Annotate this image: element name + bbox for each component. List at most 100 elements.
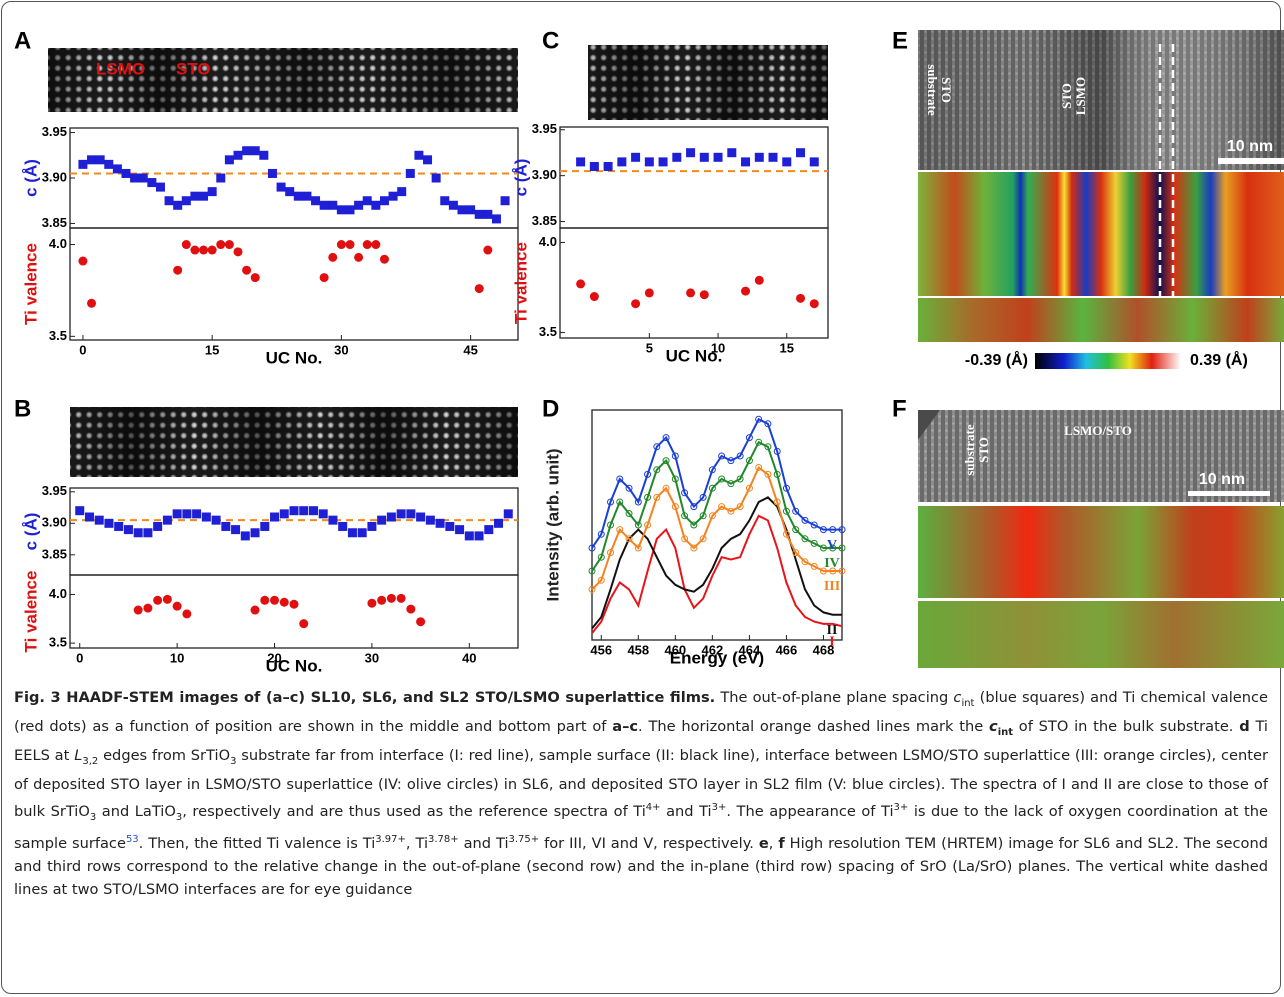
data-point (457, 205, 467, 215)
data-point (347, 528, 357, 538)
panel-label: A (14, 27, 31, 54)
data-point (483, 209, 493, 219)
spectrum-marker (736, 475, 744, 483)
data-point (164, 196, 174, 206)
data-point (75, 506, 85, 516)
data-point (474, 209, 484, 219)
image-label: STO (976, 437, 991, 463)
spectrum-marker (736, 452, 744, 460)
hrtem-image (918, 410, 1284, 502)
data-point (318, 509, 328, 519)
spectrum-marker (708, 466, 716, 474)
y-tick-label: 4.0 (49, 236, 67, 251)
y-tick-label: 3.90 (532, 167, 557, 182)
data-point (172, 601, 182, 611)
panel-label: E (892, 27, 908, 54)
data-point (270, 512, 280, 522)
data-point (644, 288, 654, 298)
y-tick-label: 3.90 (42, 515, 67, 530)
data-point (190, 191, 200, 201)
y-axis-title: c (Å) (511, 159, 530, 197)
data-point (500, 196, 510, 206)
data-point (617, 157, 627, 167)
strain-map (918, 506, 1284, 598)
data-point (431, 173, 441, 183)
panel-label: B (14, 395, 31, 422)
data-point (216, 173, 226, 183)
data-point (279, 509, 289, 519)
data-point (231, 525, 241, 535)
caption-text: and Ti (660, 802, 712, 820)
data-point (809, 299, 819, 309)
spectrum-marker (708, 512, 716, 520)
spectrum-marker (644, 470, 652, 478)
x-tick-label: 5 (646, 340, 653, 355)
spectrum-marker (644, 493, 652, 501)
spectrum-marker (644, 521, 652, 529)
data-point (87, 298, 97, 308)
data-point (201, 512, 211, 522)
data-point (233, 150, 243, 160)
data-point (233, 247, 243, 257)
data-point (474, 531, 484, 541)
y-tick-label: 3.90 (42, 169, 67, 184)
data-point (484, 525, 494, 535)
data-point (386, 512, 396, 522)
data-point (503, 509, 513, 519)
spectrum-line (591, 496, 842, 630)
data-point (416, 512, 426, 522)
x-tick-label: 460 (664, 642, 686, 657)
data-point (397, 187, 407, 197)
y-axis-title: Ti valence (21, 243, 40, 325)
panel-label: C (542, 27, 559, 54)
caption-text[interactable]: 53 (125, 834, 139, 846)
strain-map (918, 172, 1284, 296)
spectrum-marker (634, 521, 642, 529)
data-point (112, 164, 122, 174)
data-point (474, 284, 484, 294)
x-axis-title: UC No. (666, 346, 723, 365)
caption-text: int (997, 726, 1014, 738)
spectrum-marker (829, 567, 837, 575)
data-point (388, 191, 398, 201)
data-point (153, 595, 163, 605)
x-tick-label: 458 (627, 642, 649, 657)
data-point (138, 173, 148, 183)
y-axis-title: c (Å) (21, 513, 40, 551)
y-tick-label: 3.5 (49, 328, 67, 343)
caption-text: , respectively and are thus used as the … (182, 802, 646, 820)
data-point (302, 191, 312, 201)
spectrum-line (591, 417, 842, 549)
data-point (367, 598, 377, 608)
image-label: STO (176, 59, 211, 78)
x-tick-label: 10 (711, 340, 725, 355)
data-point (377, 595, 387, 605)
x-tick-label: 10 (170, 650, 184, 665)
spectrum-marker (773, 470, 781, 478)
y-tick-label: 4.0 (539, 234, 557, 249)
x-tick-label: 15 (780, 340, 794, 355)
data-point (713, 152, 723, 162)
colorbar-label: -0.39 (Å) (965, 350, 1028, 369)
spectrum-marker (607, 521, 615, 529)
spectrum-marker (588, 567, 596, 575)
x-tick-label: 40 (462, 650, 476, 665)
data-point (293, 191, 303, 201)
data-point (224, 240, 234, 250)
data-point (440, 196, 450, 206)
data-point (285, 187, 295, 197)
data-point (250, 146, 260, 156)
spectrum-marker (810, 562, 818, 570)
hrtem-corner (918, 410, 940, 440)
spectrum-marker (634, 544, 642, 552)
spectrum-marker (662, 457, 670, 465)
data-point (78, 256, 88, 266)
data-point (754, 275, 764, 285)
caption-text: of STO in the bulk substrate. (1013, 717, 1240, 735)
spectrum-marker (718, 503, 726, 511)
data-point (386, 593, 396, 603)
data-point (754, 152, 764, 162)
spectrum-marker (792, 549, 800, 557)
spectrum-marker (801, 558, 809, 566)
spectrum-marker (773, 447, 781, 455)
